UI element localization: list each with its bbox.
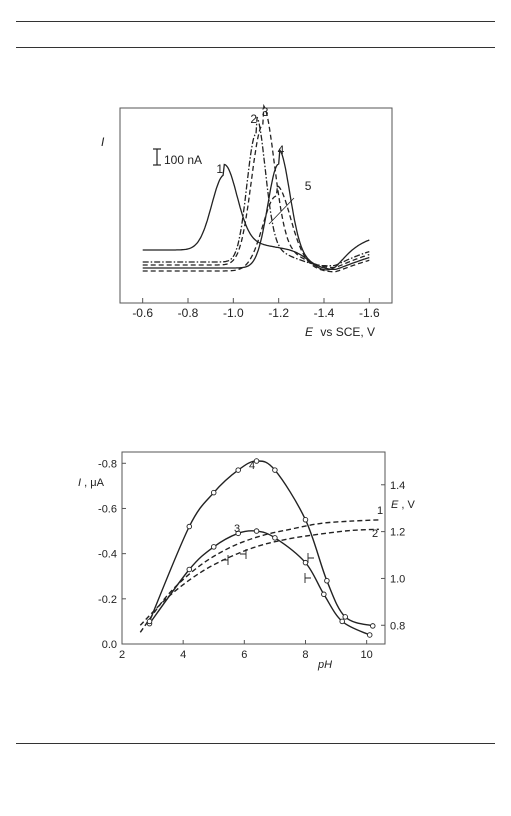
- series-2-label: 2: [250, 112, 257, 126]
- series-3-point: [235, 530, 241, 537]
- y-right-tick-label: 1.4: [390, 480, 405, 492]
- series-3-point: [210, 544, 217, 550]
- left-axis-label: I , μA: [78, 477, 105, 489]
- series-5-pointer: [268, 197, 295, 225]
- plot-frame: [119, 107, 393, 304]
- series-3-point: [339, 618, 345, 625]
- series-3-point: [253, 528, 260, 534]
- y-axis-label: I: [101, 135, 105, 149]
- axis-indicator-mark: [304, 573, 311, 583]
- x-axis-label-text: vs SCE, V: [320, 325, 375, 339]
- right-axis-label-symbol: E: [391, 499, 399, 511]
- x-tick-label: 8: [302, 649, 308, 661]
- voltammogram-chart: -0.6 -0.8 -1.0 -1.2 -1.4 -1.6 I 100 nA 12 345 …: [101, 103, 393, 339]
- series-4-point: [146, 618, 153, 625]
- axis-indicator-mark: [307, 553, 314, 563]
- series-1-label: 1: [216, 162, 223, 176]
- series-3-curve: [142, 103, 370, 269]
- x-tick-label: 2: [119, 649, 125, 661]
- y-right-tick-label: 0.8: [390, 620, 405, 632]
- y-left-tick-label: -0.6: [98, 503, 117, 515]
- right-axis-label: E , V: [391, 499, 416, 511]
- series-4-point: [235, 467, 241, 473]
- series-2-curve: [142, 116, 370, 267]
- right-axis-label-text: , V: [401, 499, 415, 511]
- series-4-curve: [142, 148, 370, 271]
- series-3-curve: [148, 530, 371, 636]
- x-tick-label: -1.2: [268, 306, 289, 320]
- x-tick-label: 10: [361, 649, 373, 661]
- header-rule-bottom: [16, 47, 495, 48]
- x-tick-label: -0.8: [178, 306, 199, 320]
- series-4-point: [370, 623, 376, 629]
- series-4-point: [186, 523, 193, 530]
- series-3-label: 3: [234, 523, 240, 535]
- y-left-tick-label: -0.4: [98, 549, 117, 561]
- header-rule-top: [16, 21, 495, 22]
- series-3-label: 3: [262, 105, 269, 119]
- footer-rule: [16, 743, 495, 744]
- series-4-point: [253, 458, 260, 464]
- series-4-point: [342, 614, 348, 620]
- x-axis-label: pH: [317, 659, 332, 671]
- x-tick-label: 6: [241, 649, 247, 661]
- series-4-point: [272, 467, 278, 473]
- scale-bar-label: 100 nA: [164, 153, 202, 167]
- ph-dependence-chart: 2 4 6 8 10 0.0 -0.2 -0.4 -0.6 -0.8 0.8 1.0 1.2 1.4 1 2…: [78, 451, 416, 671]
- series-1-label: 1: [377, 505, 383, 517]
- series-4-point: [210, 489, 217, 496]
- series-4-point: [324, 578, 330, 584]
- series-4-label: 4: [278, 143, 285, 157]
- series-3-point: [302, 559, 309, 566]
- x-axis-label: E vs SCE, V: [305, 325, 375, 339]
- y-right-tick-label: 1.2: [390, 527, 405, 539]
- series-4-label: 4: [249, 460, 255, 472]
- series-5-curve: [142, 184, 370, 273]
- axis-indicator-mark: [240, 549, 247, 559]
- x-tick-label: 4: [180, 649, 186, 661]
- axis-indicator-mark: [222, 555, 229, 565]
- series-4-point: [302, 517, 309, 523]
- y-right-tick-label: 1.0: [390, 573, 405, 585]
- series-5-label: 5: [305, 179, 312, 193]
- x-tick-label: -1.6: [359, 306, 380, 320]
- series-2-label: 2: [372, 528, 378, 540]
- y-left-tick-label: 0.0: [102, 639, 117, 651]
- series-3-point: [321, 591, 327, 598]
- series-3-point: [272, 535, 278, 541]
- y-left-tick-label: -0.8: [98, 458, 117, 470]
- x-tick-label: -1.0: [223, 306, 244, 320]
- series-4-curve: [148, 460, 374, 627]
- series-2-curve: [139, 528, 379, 626]
- x-tick-label: -1.4: [314, 306, 335, 320]
- series-3-point: [186, 566, 193, 573]
- left-axis-label-text: , μA: [84, 477, 104, 489]
- x-tick-label: -0.6: [132, 306, 153, 320]
- x-axis-label-symbol: E: [305, 325, 314, 339]
- y-left-tick-label: -0.2: [98, 594, 117, 606]
- series-3-point: [366, 632, 373, 638]
- left-axis-label-symbol: I: [78, 477, 81, 489]
- scale-bar: 100 nA: [153, 148, 202, 167]
